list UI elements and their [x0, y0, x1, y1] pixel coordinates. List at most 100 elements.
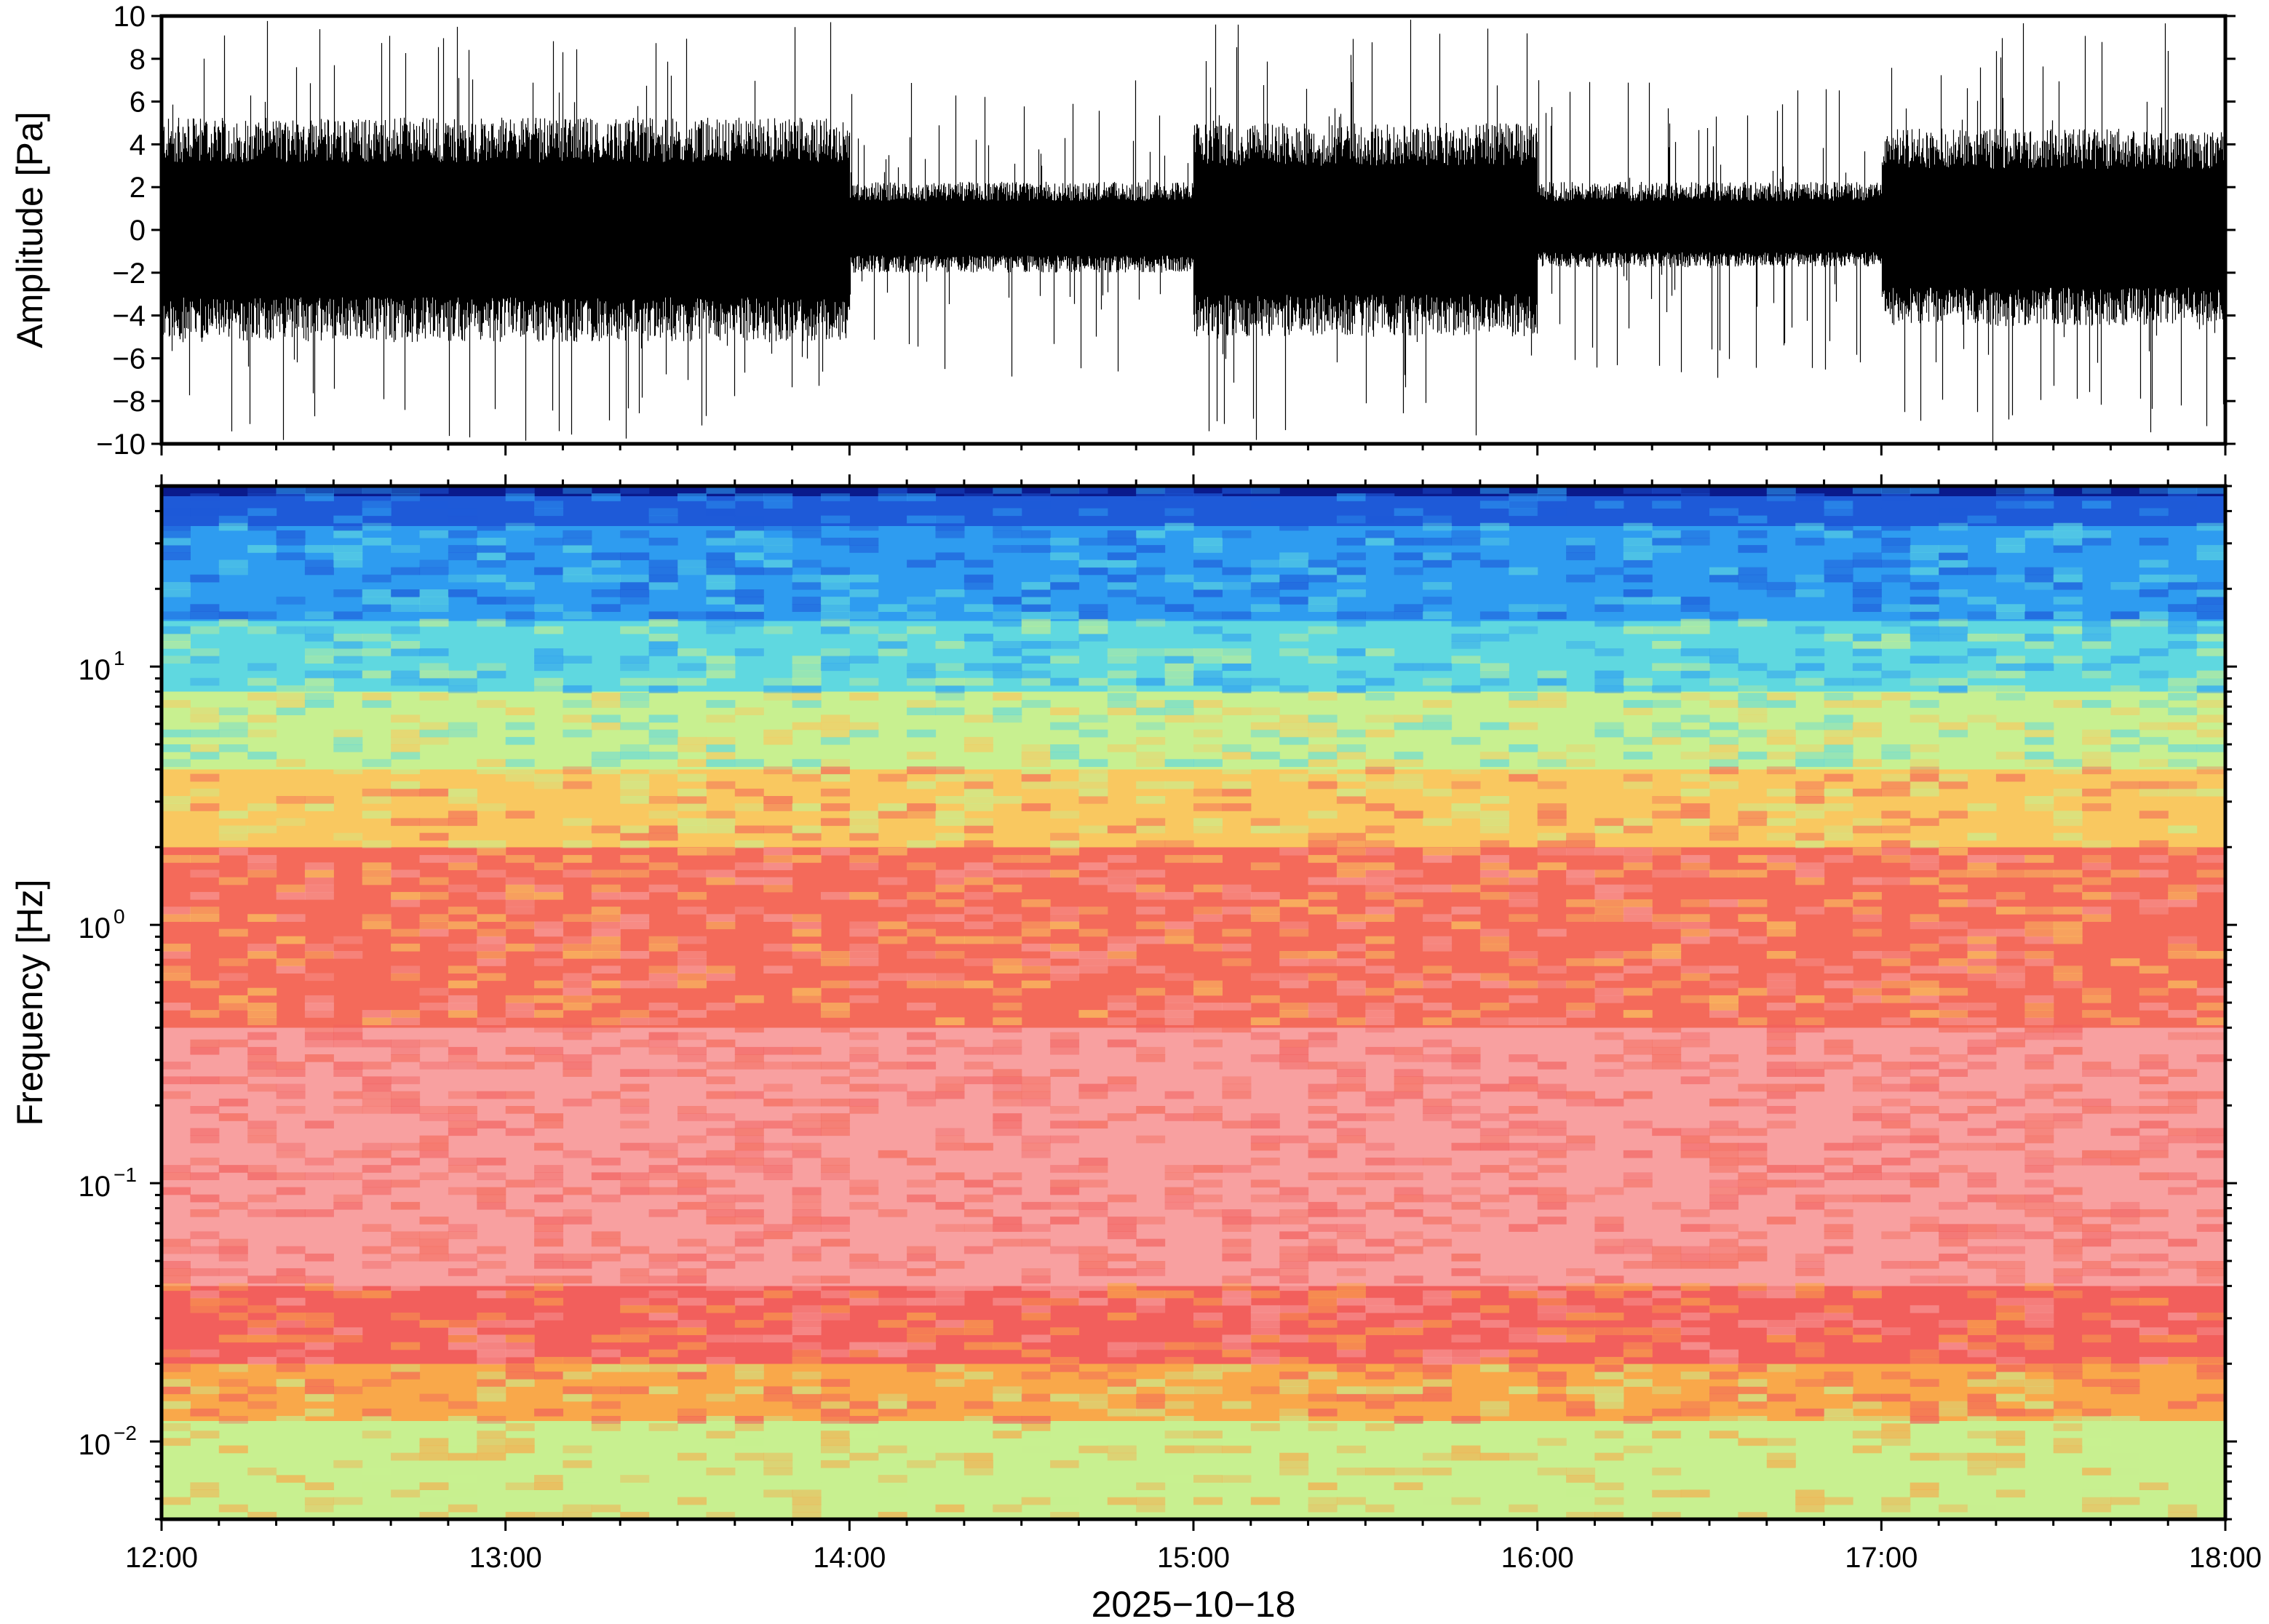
- spectrogram-cell: [304, 611, 334, 620]
- spectrogram-cell: [849, 1416, 879, 1424]
- spectrogram-cell: [878, 1083, 907, 1092]
- spectrogram-cell: [1136, 1238, 1166, 1247]
- spectrogram-cell: [2082, 862, 2112, 870]
- spectrogram-cell: [1336, 869, 1366, 878]
- spectrogram-cell: [1078, 1268, 1108, 1276]
- spectrogram-cell: [1336, 1135, 1366, 1144]
- spectrogram-cell: [792, 1113, 822, 1121]
- spectrogram-cell: [1939, 567, 1968, 576]
- spectrogram-cell: [1365, 869, 1395, 878]
- spectrogram-cell: [1423, 966, 1453, 974]
- spectrogram-cell: [1623, 1283, 1653, 1291]
- spectrogram-cell: [276, 1142, 306, 1151]
- spectrogram-cell: [419, 1062, 449, 1070]
- spectrogram-cell: [1594, 648, 1624, 656]
- spectrogram-cell: [1509, 1349, 1538, 1358]
- spectrogram-cell: [1479, 752, 1509, 760]
- spectrogram-cell: [1652, 700, 1682, 708]
- spectrogram-cell: [1078, 677, 1108, 686]
- spectrogram-cell: [1479, 1408, 1509, 1417]
- spectrogram-cell: [907, 928, 937, 937]
- spectrogram-cell: [333, 766, 363, 775]
- spectrogram-cell: [563, 567, 592, 576]
- spectrogram-cell: [1078, 1393, 1108, 1402]
- spectrogram-cell: [935, 1128, 965, 1137]
- spectrogram-cell: [1308, 744, 1338, 752]
- spectrogram-cell: [993, 1046, 1022, 1055]
- spectrogram-cell: [1795, 1379, 1825, 1387]
- spectrogram-cell: [362, 538, 392, 546]
- spectrogram-cell: [1479, 980, 1509, 989]
- spectrogram-cell: [1623, 1489, 1653, 1498]
- spectrogram-cell: [1222, 907, 1252, 915]
- spectrogram-cell: [505, 611, 535, 620]
- spectrogram-cell: [448, 574, 477, 583]
- spectrogram-cell: [1336, 987, 1366, 996]
- spectrogram-cell: [2024, 1313, 2054, 1321]
- spectrogram-cell: [1336, 1128, 1366, 1137]
- spectrogram-cell: [1394, 1069, 1423, 1077]
- spectrogram-cell: [706, 1194, 736, 1203]
- spectrogram-cell: [1709, 1142, 1738, 1151]
- spectrogram-cell: [878, 1401, 907, 1409]
- spectrogram-cell: [2139, 574, 2169, 583]
- spectrogram-cell: [763, 1438, 793, 1446]
- spectrogram-cell: [1852, 980, 1882, 989]
- spectrogram-cell: [1852, 1083, 1882, 1092]
- spectrogram-cell: [1623, 914, 1653, 922]
- spectrogram-cell: [1766, 670, 1796, 679]
- spectrogram-cell: [1680, 803, 1710, 811]
- spectrogram-cell: [1308, 1106, 1338, 1114]
- spectrogram-cell: [2168, 1261, 2198, 1269]
- spectrogram-cell: [1881, 1062, 1911, 1070]
- spectrogram-cell: [1423, 552, 1453, 560]
- spectrogram-cell: [2168, 825, 2198, 834]
- spectrogram-cell: [2024, 1003, 2054, 1011]
- spectrogram-cell: [362, 648, 392, 656]
- spectrogram-cell: [1623, 589, 1653, 597]
- spectrogram-cell: [333, 1194, 363, 1203]
- spectrogram-cell: [2082, 1238, 2112, 1247]
- spectrogram-cell: [448, 1231, 477, 1240]
- spectrogram-cell: [763, 848, 793, 856]
- spectrogram-cell: [2024, 1297, 2054, 1306]
- spectrogram-cell: [935, 530, 965, 538]
- spectrogram-cell: [1594, 958, 1624, 966]
- spectrogram-cell: [1939, 545, 1968, 553]
- spectrogram-cell: [1652, 736, 1682, 745]
- spectrogram-cell: [734, 1238, 764, 1247]
- spectrogram-cell: [1021, 1201, 1051, 1210]
- spectrogram-cell: [1652, 921, 1682, 930]
- spectrogram-cell: [1193, 626, 1223, 634]
- spectrogram-cell: [1652, 486, 1682, 494]
- spectrogram-cell: [677, 648, 707, 656]
- spectrogram-cell: [1193, 1113, 1223, 1121]
- spectrogram-cell: [391, 1046, 421, 1055]
- spectrogram-cell: [477, 1372, 506, 1380]
- spectrogram-cell: [1222, 1091, 1252, 1099]
- spectrogram-cell: [1193, 744, 1223, 752]
- spectrogram-cell: [1365, 530, 1395, 538]
- spectrogram-cell: [1824, 1246, 1853, 1254]
- spectrogram-cell: [448, 1113, 477, 1121]
- spectrogram-cell: [276, 1172, 306, 1180]
- spectrogram-cell: [1107, 1489, 1137, 1498]
- spectrogram-cell: [2110, 958, 2140, 966]
- spectrogram-cell: [734, 530, 764, 538]
- spectrogram-cell: [1738, 803, 1768, 811]
- spectrogram-cell: [1394, 980, 1423, 989]
- spectrogram-cell: [878, 1423, 907, 1431]
- spectrogram-cell: [563, 1032, 592, 1040]
- spectrogram-cell: [2110, 1452, 2140, 1461]
- spectrogram-cell: [1164, 508, 1194, 517]
- spectrogram-cell: [1766, 1290, 1796, 1299]
- spectrogram-cell: [792, 928, 822, 937]
- spectrogram-cell: [1164, 1091, 1194, 1099]
- spectrogram-cell: [2024, 1320, 2054, 1328]
- spectrogram-cell: [734, 1165, 764, 1173]
- spectrogram-cell: [1795, 1062, 1825, 1070]
- spectrogram-cell: [190, 1039, 220, 1048]
- spectrogram-cell: [792, 1150, 822, 1158]
- spectrogram-cell: [1336, 1017, 1366, 1025]
